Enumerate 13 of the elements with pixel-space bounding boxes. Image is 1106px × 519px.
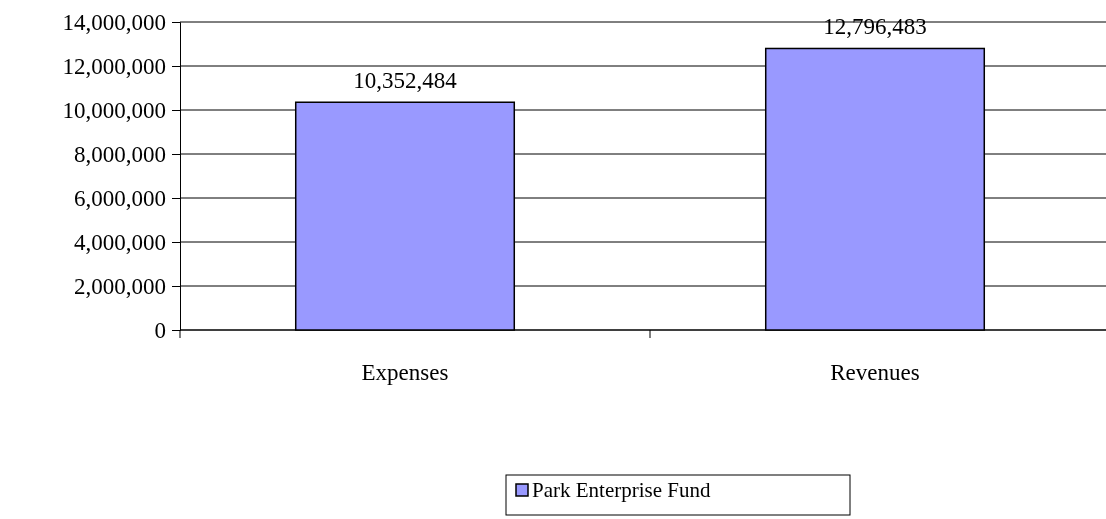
y-tick-label: 2,000,000 [74,273,166,299]
x-tick-label: Expenses [361,360,449,385]
y-tick-label: 6,000,000 [74,185,166,211]
y-tick-label: 12,000,000 [62,53,166,79]
data-label: 12,796,483 [823,14,927,40]
y-tick-label: 10,000,000 [62,97,166,123]
data-label: 10,352,484 [353,68,458,94]
y-tick-label: 4,000,000 [74,229,166,255]
x-tick-label: Revenues [830,360,920,385]
y-tick-label: 8,000,000 [74,141,166,167]
y-tick-label: 0 [154,317,166,343]
y-tick-label: 14,000,000 [62,9,166,35]
legend-label: Park Enterprise Fund [532,478,711,502]
